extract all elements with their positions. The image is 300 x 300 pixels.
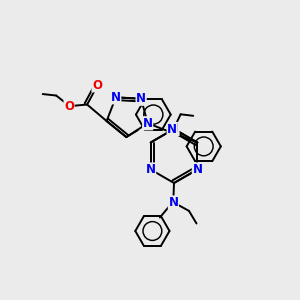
Text: N: N [169, 122, 179, 136]
Text: N: N [142, 117, 153, 130]
Text: N: N [111, 91, 121, 104]
Text: N: N [167, 123, 177, 136]
Text: N: N [146, 163, 156, 176]
Text: N: N [168, 196, 178, 209]
Text: O: O [92, 79, 102, 92]
Text: N: N [192, 163, 203, 176]
Text: O: O [64, 100, 74, 112]
Text: N: N [136, 92, 146, 105]
